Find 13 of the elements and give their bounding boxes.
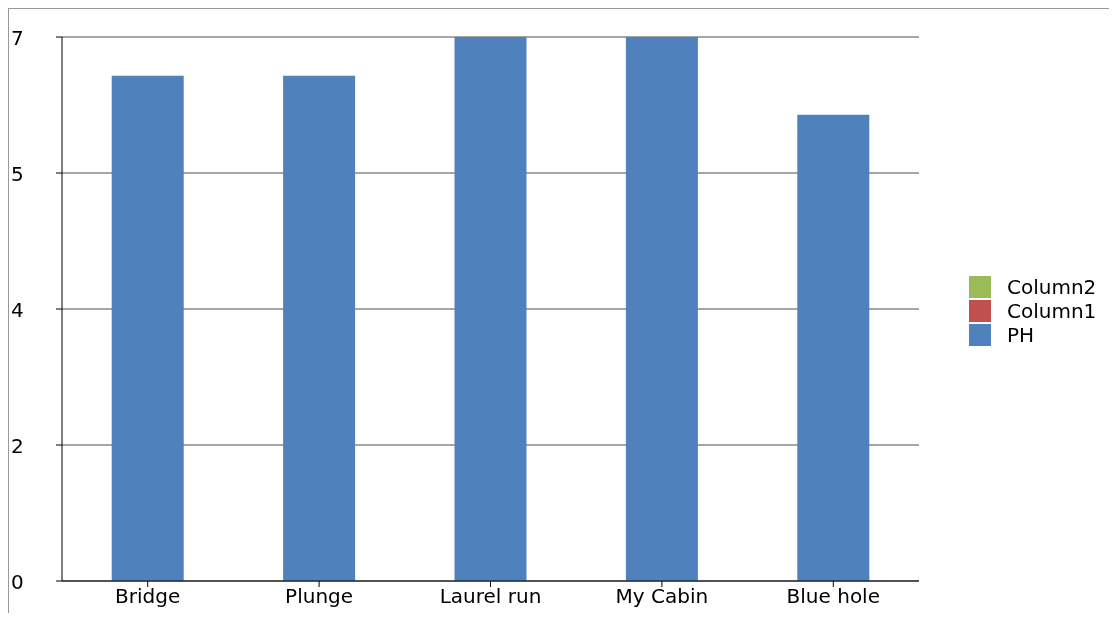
y-tick-label: 7 [11, 26, 24, 50]
x-tick-label: Bridge [115, 584, 181, 609]
legend-label: Column2 [1007, 275, 1097, 299]
y-tick-label: 4 [11, 298, 24, 322]
legend-label: Column1 [1007, 299, 1097, 323]
y-tick-label: 5 [11, 162, 24, 186]
y-tick-label: 0 [11, 570, 24, 594]
x-tick-label: Blue hole [786, 584, 880, 609]
legend-label: PH [1007, 323, 1035, 347]
x-tick-label: Laurel run [439, 584, 542, 609]
x-tick-label: My Cabin [615, 584, 709, 609]
x-tick-label: Plunge [285, 584, 354, 609]
y-tick-label: 2 [11, 434, 24, 458]
